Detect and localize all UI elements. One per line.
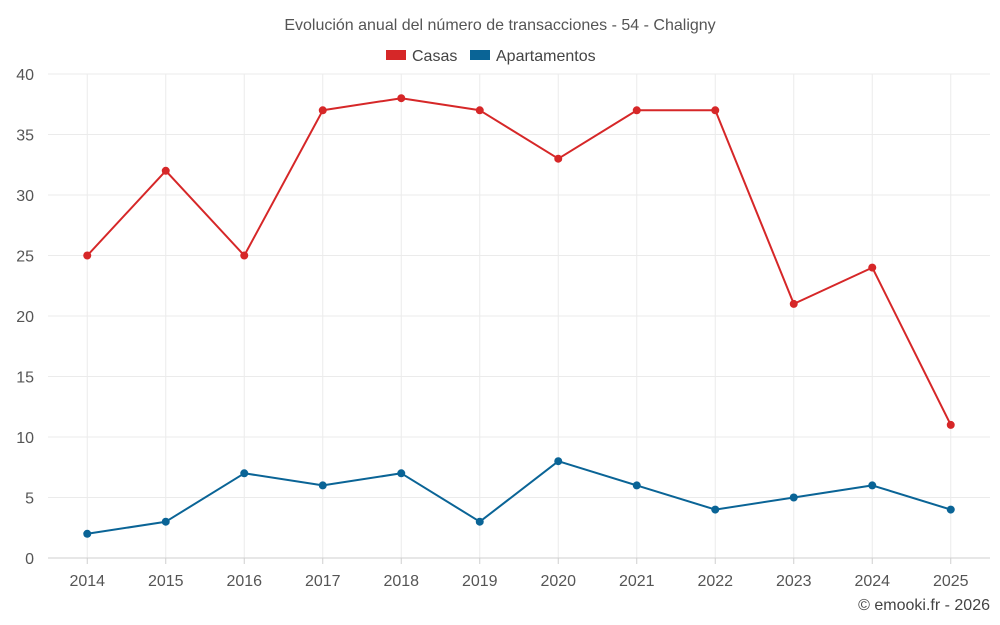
y-tick-label: 10	[16, 430, 34, 447]
x-tick-label: 2024	[854, 573, 890, 590]
y-tick-label: 25	[16, 249, 34, 266]
data-point-apartamentos[interactable]	[83, 529, 92, 538]
x-tick-label: 2021	[619, 573, 655, 590]
data-point-casas[interactable]	[632, 106, 641, 115]
y-tick-label: 30	[16, 188, 34, 205]
data-point-casas[interactable]	[161, 166, 170, 175]
x-tick-label: 2022	[697, 573, 733, 590]
data-point-apartamentos[interactable]	[554, 457, 563, 466]
y-tick-label: 40	[16, 67, 34, 84]
data-point-casas[interactable]	[554, 154, 563, 163]
x-tick-label: 2014	[69, 573, 105, 590]
data-point-apartamentos[interactable]	[240, 469, 249, 478]
legend: Casas Apartamentos	[386, 48, 596, 65]
y-tick-label: 5	[25, 491, 34, 508]
data-point-casas[interactable]	[946, 420, 955, 429]
x-tick-label: 2018	[383, 573, 419, 590]
x-tick-label: 2023	[776, 573, 812, 590]
data-point-casas[interactable]	[868, 263, 877, 272]
grid	[48, 73, 990, 558]
x-tick-label: 2015	[148, 573, 184, 590]
legend-label-apartamentos[interactable]: Apartamentos	[496, 48, 596, 65]
x-tick-label: 2017	[305, 573, 341, 590]
y-tick-label: 20	[16, 309, 34, 326]
data-point-casas[interactable]	[475, 106, 484, 115]
credit-text: © emooki.fr - 2026	[858, 597, 990, 614]
legend-label-casas[interactable]: Casas	[412, 48, 457, 65]
y-tick-label: 35	[16, 128, 34, 145]
series	[83, 94, 955, 538]
x-tick-label: 2016	[226, 573, 262, 590]
data-point-apartamentos[interactable]	[946, 505, 955, 514]
data-point-apartamentos[interactable]	[868, 481, 877, 490]
data-point-casas[interactable]	[318, 106, 327, 115]
legend-swatch-apartamentos	[470, 50, 490, 60]
x-tick-label: 2020	[540, 573, 576, 590]
series-line-apartamentos	[87, 460, 952, 535]
data-point-casas[interactable]	[83, 251, 92, 260]
data-point-apartamentos[interactable]	[711, 505, 720, 514]
data-point-apartamentos[interactable]	[632, 481, 641, 490]
y-tick-label: 15	[16, 370, 34, 387]
data-point-apartamentos[interactable]	[475, 517, 484, 526]
series-line-casas	[86, 97, 952, 426]
data-point-casas[interactable]	[711, 106, 720, 115]
data-point-apartamentos[interactable]	[789, 493, 798, 502]
data-point-apartamentos[interactable]	[318, 481, 327, 490]
data-point-apartamentos[interactable]	[161, 517, 170, 526]
y-tick-label: 0	[25, 551, 34, 568]
data-point-casas[interactable]	[240, 251, 249, 260]
data-point-casas[interactable]	[397, 94, 406, 103]
x-tick-label: 2019	[462, 573, 498, 590]
data-point-apartamentos[interactable]	[397, 469, 406, 478]
legend-swatch-casas	[386, 50, 406, 60]
data-point-casas[interactable]	[789, 299, 798, 308]
chart-title: Evolución anual del número de transaccio…	[284, 17, 715, 34]
x-tick-label: 2025	[933, 573, 969, 590]
